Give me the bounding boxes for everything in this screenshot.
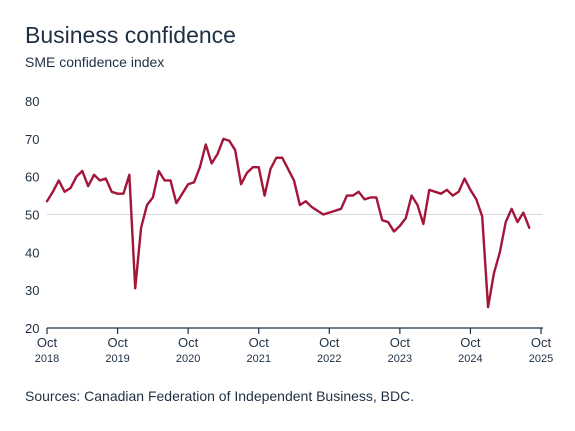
x-tick-month-label: Oct <box>460 335 481 350</box>
y-tick-label: 60 <box>25 170 39 185</box>
x-tick-year-label: 2020 <box>176 353 200 365</box>
x-tick-month-label: Oct <box>249 335 270 350</box>
x-tick-year-label: 2021 <box>246 353 270 365</box>
series-line-confidence <box>45 137 531 309</box>
x-tick-month-label: Oct <box>531 335 552 350</box>
y-tick-label: 70 <box>25 132 39 147</box>
x-tick-month-label: Oct <box>107 335 128 350</box>
chart-subtitle: SME confidence index <box>25 54 165 70</box>
x-tick-month-label: Oct <box>178 335 199 350</box>
x-tick-year-label: 2018 <box>35 353 59 365</box>
x-tick-month-label: Oct <box>390 335 411 350</box>
x-tick-year-label: 2024 <box>458 353 482 365</box>
y-tick-label: 40 <box>25 245 39 260</box>
x-tick-year-label: 2023 <box>388 353 412 365</box>
source-note: Sources: Canadian Federation of Independ… <box>25 388 415 404</box>
x-axis: Oct 2018 Oct 2019 Oct 2020 Oct 2021 Oct 2022 Oct 20… <box>35 327 553 365</box>
x-tick-month-label: Oct <box>37 335 58 350</box>
y-tick-label: 50 <box>25 208 39 223</box>
x-tick-year-label: 2025 <box>529 353 553 365</box>
y-axis: 80 70 60 50 40 30 20 <box>25 94 39 336</box>
x-tick-month-label: Oct <box>319 335 340 350</box>
series-group <box>45 137 531 309</box>
y-tick-label: 80 <box>25 94 39 109</box>
x-tick-year-label: 2019 <box>105 353 129 365</box>
y-tick-label: 20 <box>25 321 39 336</box>
y-tick-label: 30 <box>25 283 39 298</box>
x-tick-year-label: 2022 <box>317 353 341 365</box>
chart-title: Business confidence <box>25 22 236 48</box>
